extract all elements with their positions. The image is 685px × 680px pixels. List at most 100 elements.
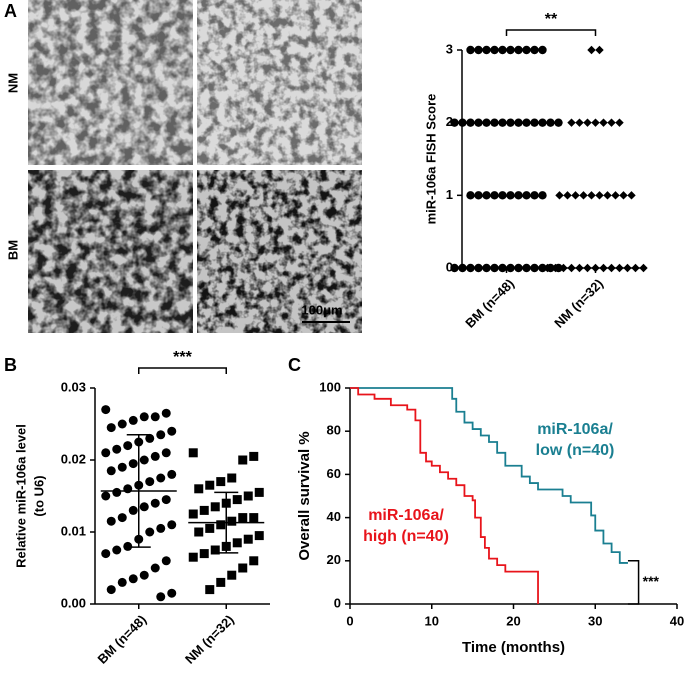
y-axis-label: Overall survival % — [296, 431, 313, 560]
y-tick-label: 1 — [446, 187, 453, 202]
point — [595, 191, 604, 200]
series-label: low (n=40) — [536, 442, 615, 459]
point — [514, 263, 523, 273]
point — [210, 502, 220, 512]
point — [514, 45, 523, 55]
point — [101, 491, 111, 501]
point — [117, 577, 127, 587]
panel-label: A — [4, 1, 17, 21]
point — [498, 263, 507, 273]
point — [128, 459, 138, 469]
point — [530, 45, 539, 55]
point — [538, 191, 547, 200]
point — [498, 118, 507, 127]
point — [194, 527, 204, 537]
point — [538, 263, 547, 273]
point — [150, 563, 160, 573]
point — [106, 585, 116, 595]
point — [128, 505, 138, 515]
point — [506, 263, 515, 273]
point — [117, 462, 127, 472]
panel-label: C — [288, 355, 301, 375]
point — [156, 523, 166, 533]
point — [639, 263, 648, 273]
point — [128, 574, 138, 584]
point — [575, 263, 584, 273]
point — [522, 45, 531, 55]
y-axis-label: miR-106a FISH Score — [423, 94, 438, 225]
point — [490, 191, 499, 200]
point — [615, 263, 624, 273]
point — [543, 263, 552, 273]
point — [611, 191, 620, 200]
point — [216, 520, 226, 530]
x-tick-label: 30 — [588, 613, 602, 628]
significance: *** — [173, 349, 192, 366]
scale-bar-label: 100μm — [301, 302, 342, 317]
point — [546, 118, 555, 127]
point — [106, 516, 116, 526]
point — [199, 549, 209, 559]
point — [631, 263, 640, 273]
point — [587, 191, 596, 200]
y-tick-label: 0.01 — [61, 523, 86, 538]
point — [490, 118, 499, 127]
point — [254, 531, 264, 541]
point — [156, 430, 166, 440]
x-tick-label: 40 — [670, 613, 684, 628]
point — [482, 45, 491, 55]
y-tick-label: 40 — [327, 509, 341, 524]
point — [490, 45, 499, 55]
point — [474, 191, 483, 200]
point — [466, 118, 475, 127]
point — [106, 466, 116, 476]
point — [506, 118, 515, 127]
x-tick-label: 20 — [506, 613, 520, 628]
point — [117, 419, 127, 429]
y-tick-label: 3 — [446, 41, 453, 56]
y-tick-label: 20 — [327, 552, 341, 567]
point — [583, 263, 592, 273]
point — [128, 415, 138, 425]
point — [150, 451, 160, 461]
point — [101, 448, 111, 458]
point — [188, 509, 198, 519]
point — [101, 549, 111, 559]
point — [458, 118, 467, 127]
y-tick-label: 0.02 — [61, 451, 86, 466]
point — [205, 480, 215, 490]
point — [150, 412, 160, 422]
point — [112, 545, 122, 555]
point — [249, 556, 259, 566]
point — [238, 455, 248, 465]
point — [156, 473, 166, 483]
point — [490, 263, 499, 273]
point — [227, 516, 237, 526]
point — [627, 191, 636, 200]
point — [139, 502, 149, 512]
point — [619, 191, 628, 200]
point — [615, 118, 624, 127]
point — [522, 263, 531, 273]
point — [450, 118, 459, 127]
point — [123, 484, 133, 494]
point — [249, 513, 259, 523]
point — [482, 191, 491, 200]
y-axis-label: (to U6) — [31, 475, 46, 516]
point — [167, 588, 177, 598]
point — [522, 191, 531, 200]
point — [167, 520, 177, 530]
point — [591, 118, 600, 127]
significance-bracket — [505, 29, 597, 36]
point — [555, 191, 564, 200]
point — [466, 45, 475, 55]
point — [466, 191, 475, 200]
point — [167, 469, 177, 479]
x-axis-label: Time (months) — [462, 639, 565, 656]
point — [474, 263, 483, 273]
point — [161, 495, 171, 505]
y-tick-label: 0 — [334, 595, 341, 610]
point — [210, 545, 220, 555]
point — [145, 477, 155, 487]
point — [607, 118, 616, 127]
